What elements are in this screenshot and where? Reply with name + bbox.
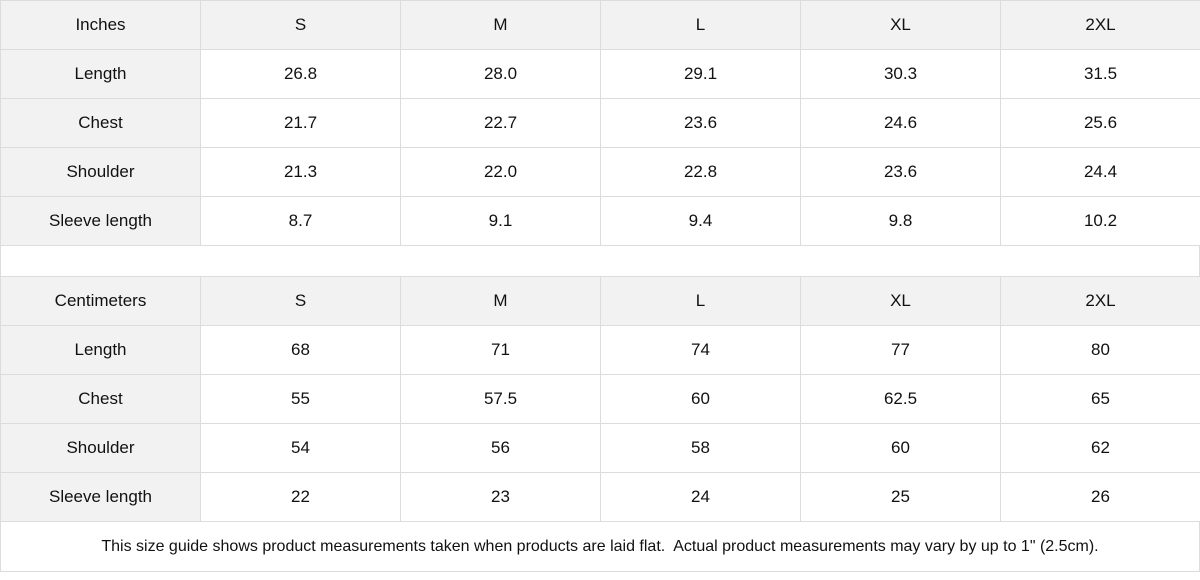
measurement-value: 22.8	[600, 147, 801, 197]
measurement-value: 26.8	[200, 49, 401, 99]
measurement-value: 9.1	[400, 196, 601, 246]
measurement-value: 60	[800, 423, 1001, 473]
table-row: Chest 55 57.5 60 62.5 65	[0, 374, 1200, 424]
measurement-value: 22	[200, 472, 401, 522]
size-header: M	[400, 276, 601, 326]
measurement-value: 68	[200, 325, 401, 375]
measurement-value: 30.3	[800, 49, 1001, 99]
size-header: L	[600, 276, 801, 326]
measurement-label: Sleeve length	[0, 472, 201, 522]
measurement-label: Length	[0, 325, 201, 375]
table-row: Shoulder 21.3 22.0 22.8 23.6 24.4	[0, 147, 1200, 197]
measurement-value: 10.2	[1000, 196, 1200, 246]
measurement-value: 56	[400, 423, 601, 473]
centimeters-table: Centimeters S M L XL 2XL Length 68 71 74 77 80 Chest…	[0, 276, 1200, 522]
table-row: Sleeve length 22 23 24 25 26	[0, 472, 1200, 522]
measurement-label: Chest	[0, 374, 201, 424]
size-header: XL	[800, 276, 1001, 326]
measurement-value: 54	[200, 423, 401, 473]
measurement-value: 77	[800, 325, 1001, 375]
header-row: Inches S M L XL 2XL	[0, 0, 1200, 50]
measurement-value: 60	[600, 374, 801, 424]
measurement-value: 58	[600, 423, 801, 473]
table-row: Length 68 71 74 77 80	[0, 325, 1200, 375]
unit-header: Centimeters	[0, 276, 201, 326]
measurement-label: Chest	[0, 98, 201, 148]
size-header: S	[200, 276, 401, 326]
size-header: M	[400, 0, 601, 50]
measurement-label: Shoulder	[0, 147, 201, 197]
measurement-value: 23.6	[600, 98, 801, 148]
measurement-value: 29.1	[600, 49, 801, 99]
measurement-value: 21.3	[200, 147, 401, 197]
size-header: L	[600, 0, 801, 50]
header-row: Centimeters S M L XL 2XL	[0, 276, 1200, 326]
measurement-value: 24.6	[800, 98, 1001, 148]
measurement-value: 9.8	[800, 196, 1001, 246]
measurement-value: 24.4	[1000, 147, 1200, 197]
measurement-value: 80	[1000, 325, 1200, 375]
measurement-label: Length	[0, 49, 201, 99]
measurement-label: Shoulder	[0, 423, 201, 473]
measurement-value: 55	[200, 374, 401, 424]
measurement-value: 9.4	[600, 196, 801, 246]
measurement-value: 23.6	[800, 147, 1001, 197]
measurement-value: 28.0	[400, 49, 601, 99]
measurement-value: 22.0	[400, 147, 601, 197]
measurement-value: 22.7	[400, 98, 601, 148]
measurement-value: 24	[600, 472, 801, 522]
size-header: 2XL	[1000, 0, 1200, 50]
measurement-label: Sleeve length	[0, 196, 201, 246]
size-header: S	[200, 0, 401, 50]
table-row: Sleeve length 8.7 9.1 9.4 9.8 10.2	[0, 196, 1200, 246]
table-row: Shoulder 54 56 58 60 62	[0, 423, 1200, 473]
table-row: Chest 21.7 22.7 23.6 24.6 25.6	[0, 98, 1200, 148]
measurement-value: 21.7	[200, 98, 401, 148]
table-spacer	[0, 246, 1200, 276]
measurement-value: 57.5	[400, 374, 601, 424]
measurement-value: 8.7	[200, 196, 401, 246]
measurement-value: 31.5	[1000, 49, 1200, 99]
measurement-value: 26	[1000, 472, 1200, 522]
measurement-value: 65	[1000, 374, 1200, 424]
measurement-value: 23	[400, 472, 601, 522]
size-guide-note: This size guide shows product measuremen…	[0, 522, 1200, 572]
size-header: XL	[800, 0, 1001, 50]
measurement-value: 62.5	[800, 374, 1001, 424]
measurement-value: 74	[600, 325, 801, 375]
size-header: 2XL	[1000, 276, 1200, 326]
unit-header: Inches	[0, 0, 201, 50]
table-row: Length 26.8 28.0 29.1 30.3 31.5	[0, 49, 1200, 99]
measurement-value: 71	[400, 325, 601, 375]
measurement-value: 62	[1000, 423, 1200, 473]
inches-table: Inches S M L XL 2XL Length 26.8 28.0 29.1 30.3 31.5…	[0, 0, 1200, 246]
measurement-value: 25.6	[1000, 98, 1200, 148]
measurement-value: 25	[800, 472, 1001, 522]
